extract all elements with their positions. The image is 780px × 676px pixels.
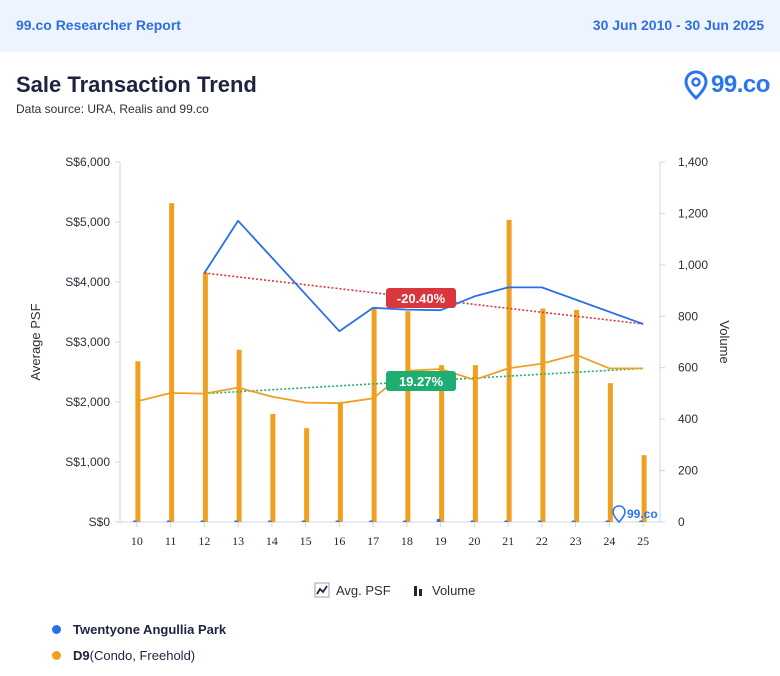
sale-trend-chart: S$0 S$1,000 S$2,000 S$3,000 S$4,000 S$5,000 S$… — [28, 155, 732, 548]
series-key-d9-suffix: (Condo, Freehold) — [89, 648, 196, 663]
volume-bar-project — [234, 520, 239, 522]
report-header: 99.co Researcher Report 30 Jun 2010 - 30… — [0, 0, 780, 52]
legend-volume[interactable]: Volume — [410, 582, 475, 598]
right-tick-label: 1,400 — [678, 155, 708, 169]
volume-bar-d9 — [540, 308, 546, 522]
left-tick-label: S$0 — [89, 515, 111, 529]
chart-title: Sale Transaction Trend — [16, 72, 257, 97]
volume-bar-d9 — [270, 414, 276, 522]
x-tick-label: 16 — [333, 534, 345, 548]
x-tick-label: 15 — [300, 534, 312, 548]
trend-badge-project-bg — [386, 288, 456, 308]
volume-bar-project — [639, 520, 644, 522]
volume-bar-project — [605, 520, 610, 522]
x-tick-label: 20 — [468, 534, 480, 548]
volume-bar-project — [436, 518, 441, 522]
x-tick-label: 17 — [367, 534, 379, 548]
volume-bar-project — [571, 520, 576, 522]
volume-bar-d9 — [202, 272, 208, 522]
x-tick-label: 10 — [131, 534, 143, 548]
location-pin-icon — [684, 70, 708, 100]
logo-text: 99.co — [711, 71, 770, 98]
series-key-d9-name: D9 — [73, 648, 90, 663]
left-tick-label: S$2,000 — [65, 395, 110, 409]
volume-bar-project — [200, 520, 205, 522]
x-tick-label: 12 — [198, 534, 210, 548]
right-tick-label: 800 — [678, 309, 698, 323]
x-tick-label: 19 — [435, 534, 447, 548]
right-tick-label: 200 — [678, 464, 698, 478]
volume-bar-d9 — [135, 361, 141, 522]
series-key-project: Twentyone Angullia Park — [52, 622, 226, 637]
volume-bar-project — [402, 520, 407, 522]
volume-bar-d9 — [472, 365, 478, 522]
trend-badge-d9-bg — [386, 371, 456, 391]
x-tick-label: 18 — [401, 534, 413, 548]
legend-avg-psf[interactable]: Avg. PSF — [314, 582, 391, 598]
volume-bar-project — [369, 520, 374, 522]
left-tick-label: S$1,000 — [65, 455, 110, 469]
volume-bar-d9 — [405, 311, 411, 522]
series-key-d9: D9 (Condo, Freehold) — [52, 648, 195, 663]
logo: 99.co — [684, 68, 770, 102]
watermark: 99.co — [612, 505, 658, 524]
trend-badge-d9: 19.27% — [399, 374, 444, 389]
volume-bar-project — [335, 520, 340, 522]
left-tick-label: S$6,000 — [65, 155, 110, 169]
line-chart-icon — [314, 582, 330, 598]
volume-bar-d9 — [304, 428, 310, 522]
right-tick-label: 0 — [678, 515, 685, 529]
x-tick-label: 11 — [165, 534, 177, 548]
report-date-range: 30 Jun 2010 - 30 Jun 2025 — [592, 17, 764, 33]
left-tick-label: S$3,000 — [65, 335, 110, 349]
series-key-project-name: Twentyone Angullia Park — [73, 622, 227, 637]
volume-bar-project — [537, 520, 542, 522]
x-tick-label: 25 — [637, 534, 649, 548]
right-tick-label: 1,200 — [678, 206, 708, 220]
volume-bar-d9 — [236, 349, 242, 522]
volume-bar-d9 — [607, 383, 613, 522]
volume-bar-d9 — [337, 403, 343, 522]
right-axis-title: Volume — [717, 320, 732, 363]
legend-avg-psf-label: Avg. PSF — [336, 582, 391, 598]
trend-badge-project: -20.40% — [397, 291, 446, 306]
series-dot-d9 — [52, 651, 61, 660]
x-tick-label: 21 — [502, 534, 514, 548]
volume-bar-project — [267, 520, 272, 522]
volume-bar-d9 — [641, 455, 647, 522]
series-dot-project — [52, 625, 61, 634]
x-tick-label: 13 — [232, 534, 244, 548]
psf-line-project — [203, 219, 644, 333]
data-source: Data source: URA, Realis and 99.co — [16, 102, 209, 116]
volume-bar-project — [132, 520, 137, 522]
x-tick-label: 22 — [536, 534, 548, 548]
right-tick-label: 1,000 — [678, 258, 708, 272]
volume-bar-d9 — [506, 219, 512, 522]
volume-bar-project — [470, 520, 475, 522]
left-axis-title: Average PSF — [28, 303, 43, 380]
left-tick-label: S$4,000 — [65, 275, 110, 289]
trend-line-d9 — [204, 367, 644, 395]
volume-bar-project — [166, 520, 171, 522]
volume-bar-project — [301, 520, 306, 522]
volume-bar-project — [504, 520, 509, 522]
volume-bar-d9 — [439, 365, 445, 522]
x-tick-label: 24 — [603, 534, 615, 548]
right-tick-label: 400 — [678, 412, 698, 426]
volume-bar-d9 — [169, 203, 175, 522]
volume-bar-d9 — [371, 308, 377, 522]
report-brand: 99.co Researcher Report — [16, 17, 181, 33]
x-tick-label: 14 — [266, 534, 278, 548]
x-tick-label: 23 — [570, 534, 582, 548]
volume-bar-d9 — [574, 309, 580, 522]
legend-volume-label: Volume — [432, 582, 476, 598]
right-tick-label: 600 — [678, 361, 698, 375]
watermark-text: 99.co — [627, 507, 658, 521]
left-tick-label: S$5,000 — [65, 215, 110, 229]
watermark-pin-icon — [612, 505, 626, 524]
bar-chart-icon — [414, 586, 422, 596]
